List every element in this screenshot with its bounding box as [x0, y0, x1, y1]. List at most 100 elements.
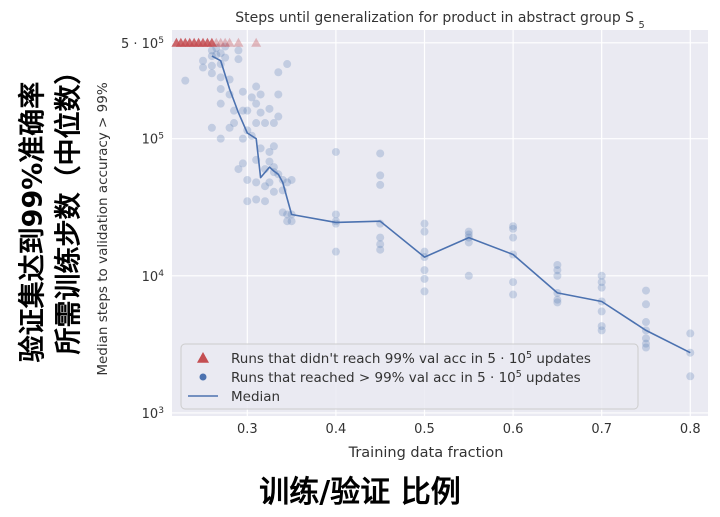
scatter-point-reached	[553, 298, 562, 307]
scatter-point-reached	[509, 233, 518, 242]
scatter-point-reached	[553, 295, 562, 304]
scatter-point-reached	[420, 287, 429, 296]
scatter-point-reached	[234, 165, 243, 174]
scatter-point-reached	[597, 307, 606, 316]
scatter-point-reached	[597, 278, 606, 287]
scatter-point-reached	[464, 227, 473, 236]
scatter-point-reached	[216, 134, 225, 143]
scatter-point-reached	[331, 219, 340, 228]
scatter-point-reached	[243, 197, 252, 206]
legend-dot-marker	[199, 373, 207, 381]
scatter-point-reached	[261, 182, 270, 191]
scatter-point-reached	[464, 238, 473, 247]
scatter-point-reached	[509, 222, 518, 231]
scatter-point-reached	[597, 326, 606, 335]
scatter-point-reached	[221, 42, 230, 51]
scatter-point-reached	[597, 283, 606, 292]
scatter-point-reached	[207, 46, 216, 55]
scatter-point-reached	[376, 171, 385, 180]
scatter-point-reached	[641, 300, 650, 309]
scatter-point-reached	[283, 60, 292, 69]
scatter-point-reached	[265, 157, 274, 166]
scatter-point-reached	[207, 69, 216, 78]
scatter-point-reached	[420, 247, 429, 256]
scatter-point-reached	[553, 271, 562, 280]
scatter-point-reached	[225, 123, 234, 132]
scatter-point-reached	[230, 119, 239, 128]
scatter-point-reached	[252, 119, 261, 128]
scatter-point-reached	[243, 106, 252, 115]
scatter-point-reached	[597, 322, 606, 331]
not-reached-marker	[220, 37, 231, 47]
scatter-point-reached	[261, 197, 270, 206]
scatter-point-reached	[269, 142, 278, 151]
scatter-point-reached	[252, 99, 261, 108]
not-reached-marker	[251, 37, 262, 47]
scatter-point-reached	[256, 144, 265, 153]
x-tick-label: 0.4	[326, 422, 347, 437]
scatter-point-reached	[420, 227, 429, 236]
scatter-point-reached	[376, 245, 385, 254]
scatter-point-reached	[287, 217, 296, 226]
legend-box	[180, 343, 639, 410]
scatter-point-reached	[252, 178, 261, 187]
scatter-point-reached	[261, 119, 270, 128]
chart-title: Steps until generalization for product i…	[235, 10, 645, 31]
scatter-point-reached	[686, 372, 695, 381]
scatter-point-reached	[216, 85, 225, 94]
scatter-point-reached	[274, 68, 283, 77]
legend-entry-label: Runs that didn't reach 99% val acc in 5 …	[231, 350, 591, 368]
scatter-point-reached	[207, 52, 216, 61]
scatter-point-reached	[331, 210, 340, 219]
scatter-point-reached	[265, 147, 274, 156]
scatter-point-reached	[376, 180, 385, 189]
scatter-point-reached	[509, 290, 518, 299]
scatter-point-reached	[243, 175, 252, 184]
not-reached-marker	[224, 37, 235, 47]
scatter-point-reached	[199, 63, 208, 72]
scatter-point-reached	[331, 247, 340, 256]
x-axis-label: Training data fraction	[348, 445, 504, 461]
scatter-point-reached	[464, 271, 473, 280]
scatter-point-reached	[283, 178, 292, 187]
scatter-point-reached	[216, 99, 225, 108]
scatter-point-reached	[553, 266, 562, 275]
scatter-point-reached	[376, 240, 385, 249]
median-line	[211, 55, 691, 354]
scatter-point-reached	[553, 260, 562, 269]
scatter-point-reached	[234, 46, 243, 55]
scatter-point-reached	[641, 339, 650, 348]
scatter-point-reached	[265, 104, 274, 113]
scatter-point-reached	[238, 106, 247, 115]
scatter-point-reached	[641, 286, 650, 295]
scatter-point-reached	[265, 178, 274, 187]
x-tick-label: 0.8	[680, 422, 701, 437]
scatter-point-reached	[376, 149, 385, 158]
scatter-point-reached	[686, 329, 695, 338]
legend-entry-label: Runs that reached > 99% val acc in 5 · 1…	[231, 369, 581, 387]
chinese-ylabel-line1: 验证集达到99%准确率	[17, 81, 49, 363]
scatter-point-reached	[274, 112, 283, 121]
y-tick-label: 104	[142, 269, 165, 285]
chinese-ylabel-line2: 所需训练步数（中位数）	[53, 57, 85, 355]
scatter-point-reached	[376, 233, 385, 242]
scatter-point-reached	[287, 175, 296, 184]
y-tick-label: 105	[142, 132, 164, 148]
x-tick-label: 0.7	[591, 422, 612, 437]
y-axis-label: Median steps to validation accuracy > 99…	[95, 82, 111, 376]
not-reached-marker	[233, 37, 244, 47]
scatter-point-reached	[207, 61, 216, 70]
scatter-point-reached	[199, 56, 208, 65]
scatter-point-reached	[331, 147, 340, 156]
scatter-point-reached	[230, 106, 239, 115]
x-tick-label: 0.5	[414, 422, 435, 437]
legend-triangle-marker	[197, 352, 209, 363]
scatter-point-reached	[278, 208, 287, 217]
scatter-point-reached	[420, 274, 429, 283]
scatter-point-reached	[252, 82, 261, 91]
scatter-point-reached	[207, 123, 216, 132]
scatter-point-reached	[234, 55, 243, 64]
scatter-point-reached	[221, 53, 230, 62]
scatter-point-reached	[641, 334, 650, 343]
